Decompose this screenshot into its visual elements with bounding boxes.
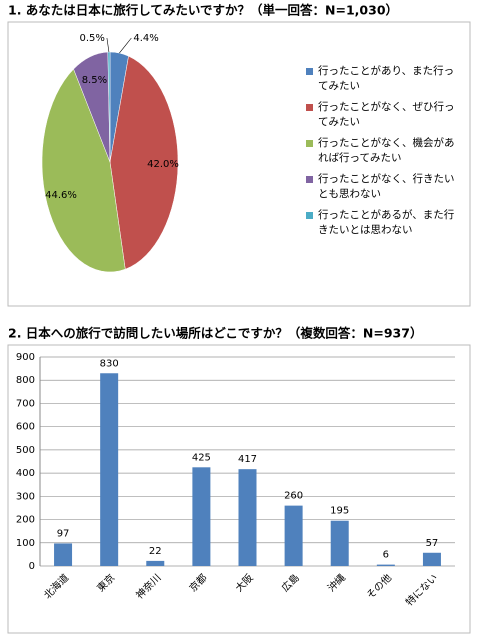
- data-label: 44.6%: [45, 190, 77, 201]
- pie-slice: [107, 51, 111, 163]
- x-tick-label: 特にない: [403, 572, 440, 609]
- pie-title: 1. あなたは日本に旅行してみたいですか？（単一回答：N=1,030）: [8, 3, 398, 18]
- leader-line: [106, 37, 110, 53]
- pie-frame: [7, 21, 471, 307]
- bar: [100, 373, 119, 566]
- data-label: 195: [330, 506, 349, 517]
- data-label: 97: [57, 528, 70, 539]
- bar: [284, 505, 303, 566]
- data-label: 417: [238, 454, 257, 465]
- y-tick-label: 200: [16, 515, 35, 526]
- data-label: 0.5%: [80, 33, 105, 44]
- legend-item: 行ったことがなく、ぜひ行ってみたい: [306, 100, 456, 130]
- legend-label: 行ったことがなく、機会があれば行ってみたい: [318, 137, 455, 164]
- data-label: 57: [426, 538, 439, 549]
- leader-line: [119, 37, 132, 54]
- legend-label: 行ったことがなく、ぜひ行ってみたい: [318, 101, 455, 128]
- data-label: 42.0%: [147, 159, 179, 170]
- y-tick-label: 100: [16, 538, 35, 549]
- legend-label: 行ったことがなく、行きたいとも思わない: [318, 173, 455, 200]
- y-tick-label: 900: [16, 352, 35, 363]
- bar: [376, 564, 395, 566]
- data-label: 8.5%: [82, 75, 107, 86]
- legend-item: 行ったことがなく、機会があれば行ってみたい: [306, 136, 456, 166]
- legend: 行ったことがあり、また行ってみたい 行ったことがなく、ぜひ行ってみたい 行ったことが…: [306, 64, 456, 244]
- x-tick-label: 東京: [94, 571, 117, 594]
- legend-swatch: [306, 140, 313, 147]
- bar: [192, 467, 211, 566]
- x-tick-label: 沖縄: [325, 571, 348, 594]
- data-label: 6: [383, 550, 389, 561]
- y-tick-label: 600: [16, 422, 35, 433]
- legend-item: 行ったことがあり、また行ってみたい: [306, 64, 456, 94]
- pie-slice: [109, 55, 179, 270]
- data-label: 830: [100, 358, 119, 369]
- x-tick-label: 広島: [279, 571, 302, 594]
- x-tick-label: 神奈川: [133, 571, 163, 601]
- y-tick-label: 300: [16, 491, 35, 502]
- legend-label: 行ったことがあるが、また行きたいとは思わない: [318, 209, 455, 236]
- y-tick-label: 800: [16, 375, 35, 386]
- legend-swatch: [306, 104, 313, 111]
- legend-item: 行ったことがあるが、また行きたいとは思わない: [306, 208, 456, 238]
- pie-slice: [41, 68, 126, 273]
- bar: [422, 552, 441, 566]
- x-tick-label: 京都: [186, 571, 209, 594]
- data-label: 22: [149, 546, 162, 557]
- x-tick-label: 北海道: [41, 571, 71, 601]
- y-tick-label: 500: [16, 445, 35, 456]
- bar: [330, 520, 349, 566]
- legend-item: 行ったことがなく、行きたいとも思わない: [306, 172, 456, 202]
- data-label: 425: [192, 452, 211, 463]
- legend-swatch: [306, 212, 313, 219]
- data-label: 260: [284, 491, 303, 502]
- y-tick-label: 400: [16, 468, 35, 479]
- y-tick-label: 700: [16, 398, 35, 409]
- x-tick-label: その他: [364, 571, 394, 601]
- bar: [146, 560, 165, 566]
- bar: [238, 469, 257, 566]
- legend-label: 行ったことがあり、また行ってみたい: [318, 65, 455, 92]
- legend-swatch: [306, 176, 313, 183]
- data-label: 4.4%: [133, 33, 158, 44]
- bar-frame: [7, 344, 471, 634]
- legend-swatch: [306, 68, 313, 75]
- bar-title: 2. 日本への旅行で訪問したい場所はどこですか？（複数回答：N=937）: [8, 326, 422, 341]
- x-tick-label: 大阪: [232, 571, 255, 594]
- y-tick-label: 0: [29, 561, 35, 572]
- bar: [54, 543, 73, 566]
